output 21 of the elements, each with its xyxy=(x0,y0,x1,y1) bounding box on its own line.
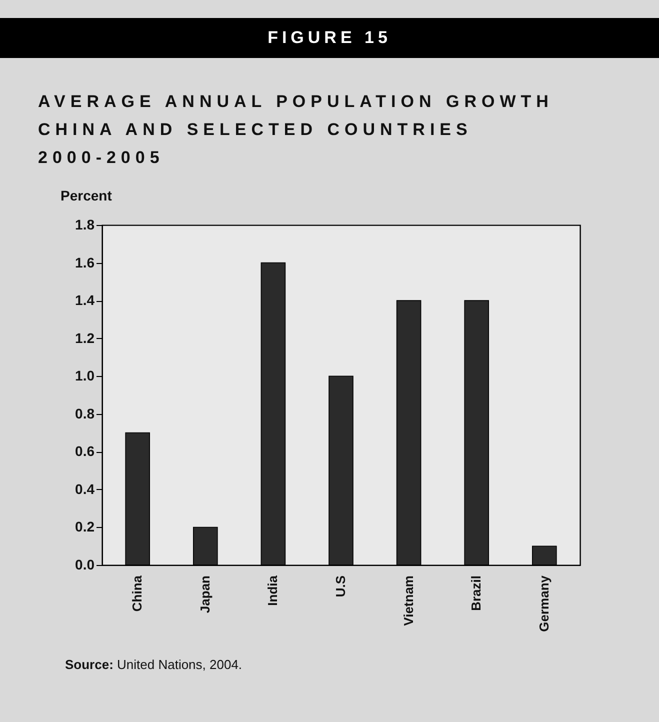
source-note: Source: United Nations, 2004. xyxy=(65,657,244,672)
x-tick-label: India xyxy=(265,574,280,606)
x-tick-label: Brazil xyxy=(468,576,484,611)
y-tick-label: 1.4 xyxy=(75,292,95,308)
caption: FIGURE 15 xyxy=(0,18,659,58)
x-tick-label: Vietnam xyxy=(400,576,416,626)
y-tick-label: 0.0 xyxy=(75,556,95,572)
y-tick-label: 1.6 xyxy=(75,254,95,270)
x-tick-label: Japan xyxy=(197,575,212,614)
y-tick-label: 0.2 xyxy=(75,518,95,535)
y-axis-title: Percent xyxy=(60,188,112,204)
y-tick-label: 0.6 xyxy=(75,443,95,460)
x-tick-label: U.S xyxy=(333,575,348,598)
y-tick-label: 1.0 xyxy=(75,368,95,384)
y-tick-label: 1.8 xyxy=(75,216,95,232)
x-tick-label: Germany xyxy=(536,574,552,632)
x-tick-label: China xyxy=(130,574,145,612)
chart-title: AVERAGE ANNUAL POPULATION GROWTH CHINA AND SELECTED COUNTRIES 2000-2005 xyxy=(38,91,554,169)
y-tick-label: 0.4 xyxy=(75,480,95,497)
y-tick-label: 0.8 xyxy=(75,405,95,422)
y-tick-label: 1.2 xyxy=(75,330,95,346)
